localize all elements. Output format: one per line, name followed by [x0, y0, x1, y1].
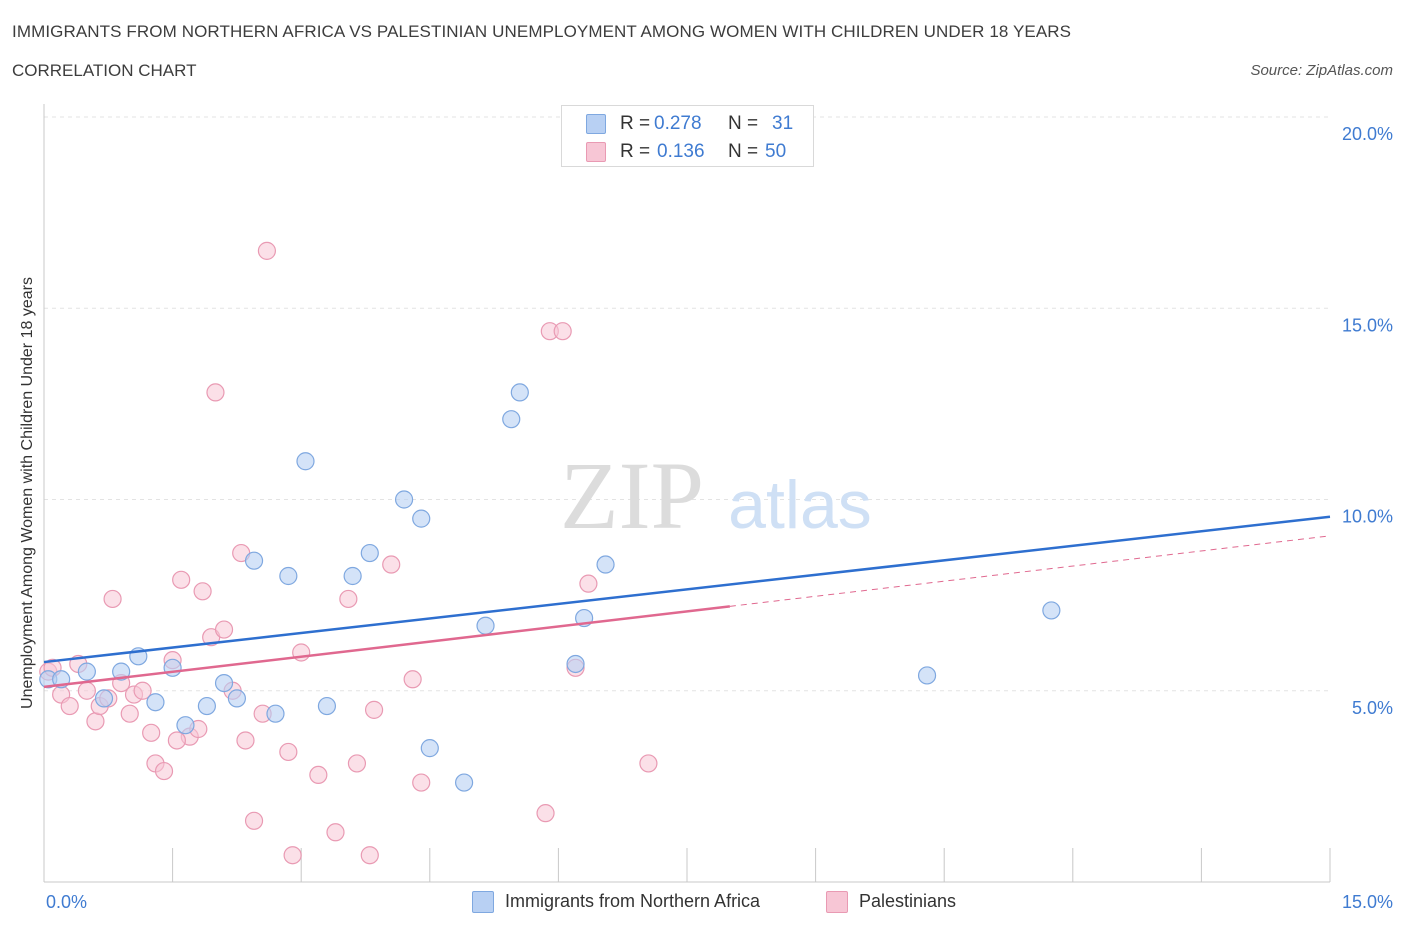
trend-line-palestinians-extension — [729, 535, 1331, 607]
source-label: Source: ZipAtlas.com — [1250, 62, 1393, 79]
data-point-palestinians — [172, 570, 191, 589]
data-point-palestinians — [244, 811, 264, 830]
data-point-palestinians — [553, 322, 572, 341]
data-point-immigrants — [214, 673, 234, 693]
data-point-immigrants — [394, 490, 414, 509]
correlation-legend: R = 0.278 N = 31 R = 0.136 N = 50 — [561, 105, 814, 167]
legend-swatch-blue — [586, 114, 606, 134]
data-point-palestinians — [206, 383, 225, 402]
y-tick-label: 5.0% — [1352, 698, 1393, 718]
legend-n-value: 31 — [772, 113, 794, 134]
trend-lines — [43, 515, 1331, 689]
data-point-immigrants — [197, 696, 216, 716]
tick-labels: 5.0% 10.0% 15.0% 20.0% 0.0% 15.0% — [46, 124, 1393, 912]
data-point-immigrants — [1042, 601, 1061, 620]
data-point-palestinians — [214, 620, 234, 639]
chart-subtitle: CORRELATION CHART — [12, 61, 197, 80]
data-point-immigrants — [454, 773, 474, 792]
trend-line-immigrants — [43, 515, 1331, 664]
legend-n-label: N = — [728, 141, 759, 162]
data-point-immigrants — [596, 555, 615, 574]
data-point-palestinians — [347, 754, 367, 773]
data-point-immigrants — [176, 716, 195, 735]
data-point-palestinians — [639, 754, 658, 773]
data-point-palestinians — [142, 723, 161, 742]
data-point-palestinians — [77, 681, 96, 700]
data-point-immigrants — [502, 410, 521, 429]
data-point-immigrants — [360, 543, 379, 563]
grid-lines — [44, 116, 1330, 692]
series-immigrants-northern-africa — [39, 383, 1061, 792]
data-point-immigrants — [146, 693, 165, 712]
data-point-palestinians — [536, 804, 555, 823]
watermark-zip: ZIP — [560, 442, 704, 549]
data-point-palestinians — [403, 670, 422, 689]
data-point-immigrants — [566, 654, 585, 674]
data-point-immigrants — [296, 452, 315, 471]
data-point-palestinians — [167, 731, 186, 750]
data-point-palestinians — [257, 241, 277, 260]
data-point-immigrants — [77, 662, 96, 681]
data-point-immigrants — [94, 689, 114, 708]
data-point-immigrants — [476, 616, 495, 635]
data-point-immigrants — [317, 696, 337, 716]
data-point-palestinians — [236, 731, 255, 750]
data-point-immigrants — [917, 666, 937, 685]
series-palestinians — [39, 241, 658, 865]
data-point-palestinians — [120, 704, 139, 723]
legend-n-label: N = — [728, 113, 759, 134]
data-point-palestinians — [326, 823, 345, 842]
bottom-legend-swatch-pink — [826, 891, 848, 913]
data-point-palestinians — [133, 681, 152, 700]
data-point-palestinians — [279, 742, 298, 762]
data-point-palestinians — [103, 589, 122, 609]
data-point-palestinians — [339, 589, 358, 609]
bottom-legend-label: Palestinians — [859, 891, 957, 911]
data-point-palestinians — [309, 765, 328, 785]
legend-r-label: R = — [620, 113, 651, 134]
data-point-palestinians — [283, 846, 302, 865]
data-point-immigrants — [510, 383, 529, 402]
legend-n-value: 50 — [765, 141, 787, 162]
trend-line-palestinians — [43, 605, 731, 689]
data-point-palestinians — [86, 712, 105, 731]
chart-title: IMMIGRANTS FROM NORTHERN AFRICA VS PALES… — [12, 22, 1072, 41]
x-tick-label-min: 0.0% — [46, 892, 87, 912]
legend-r-label: R = — [620, 141, 651, 162]
data-point-palestinians — [579, 574, 598, 593]
y-tick-label: 20.0% — [1342, 124, 1393, 144]
y-tick-label: 10.0% — [1342, 507, 1393, 527]
x-tick-label-max: 15.0% — [1342, 892, 1393, 912]
y-tick-label: 15.0% — [1342, 315, 1393, 335]
data-point-palestinians — [360, 846, 379, 865]
data-point-palestinians — [60, 696, 79, 716]
data-point-immigrants — [343, 566, 362, 586]
legend-r-value: 0.136 — [657, 141, 705, 162]
data-point-immigrants — [112, 662, 131, 681]
data-point-palestinians — [382, 555, 401, 574]
data-point-immigrants — [266, 704, 285, 723]
data-point-immigrants — [244, 551, 264, 570]
data-point-palestinians — [193, 582, 212, 601]
data-point-immigrants — [420, 739, 439, 758]
watermark-atlas: atlas — [728, 467, 872, 543]
data-point-immigrants — [279, 566, 298, 586]
data-point-immigrants — [227, 689, 246, 708]
legend-swatch-pink — [586, 142, 606, 162]
legend-r-value: 0.278 — [654, 113, 702, 134]
data-point-palestinians — [412, 773, 431, 792]
data-point-palestinians — [154, 761, 174, 781]
data-point-palestinians — [364, 700, 384, 719]
axes — [43, 104, 1331, 883]
bottom-legend-swatch-blue — [472, 891, 494, 913]
bottom-legend-label: Immigrants from Northern Africa — [505, 891, 761, 911]
data-point-immigrants — [412, 509, 431, 528]
